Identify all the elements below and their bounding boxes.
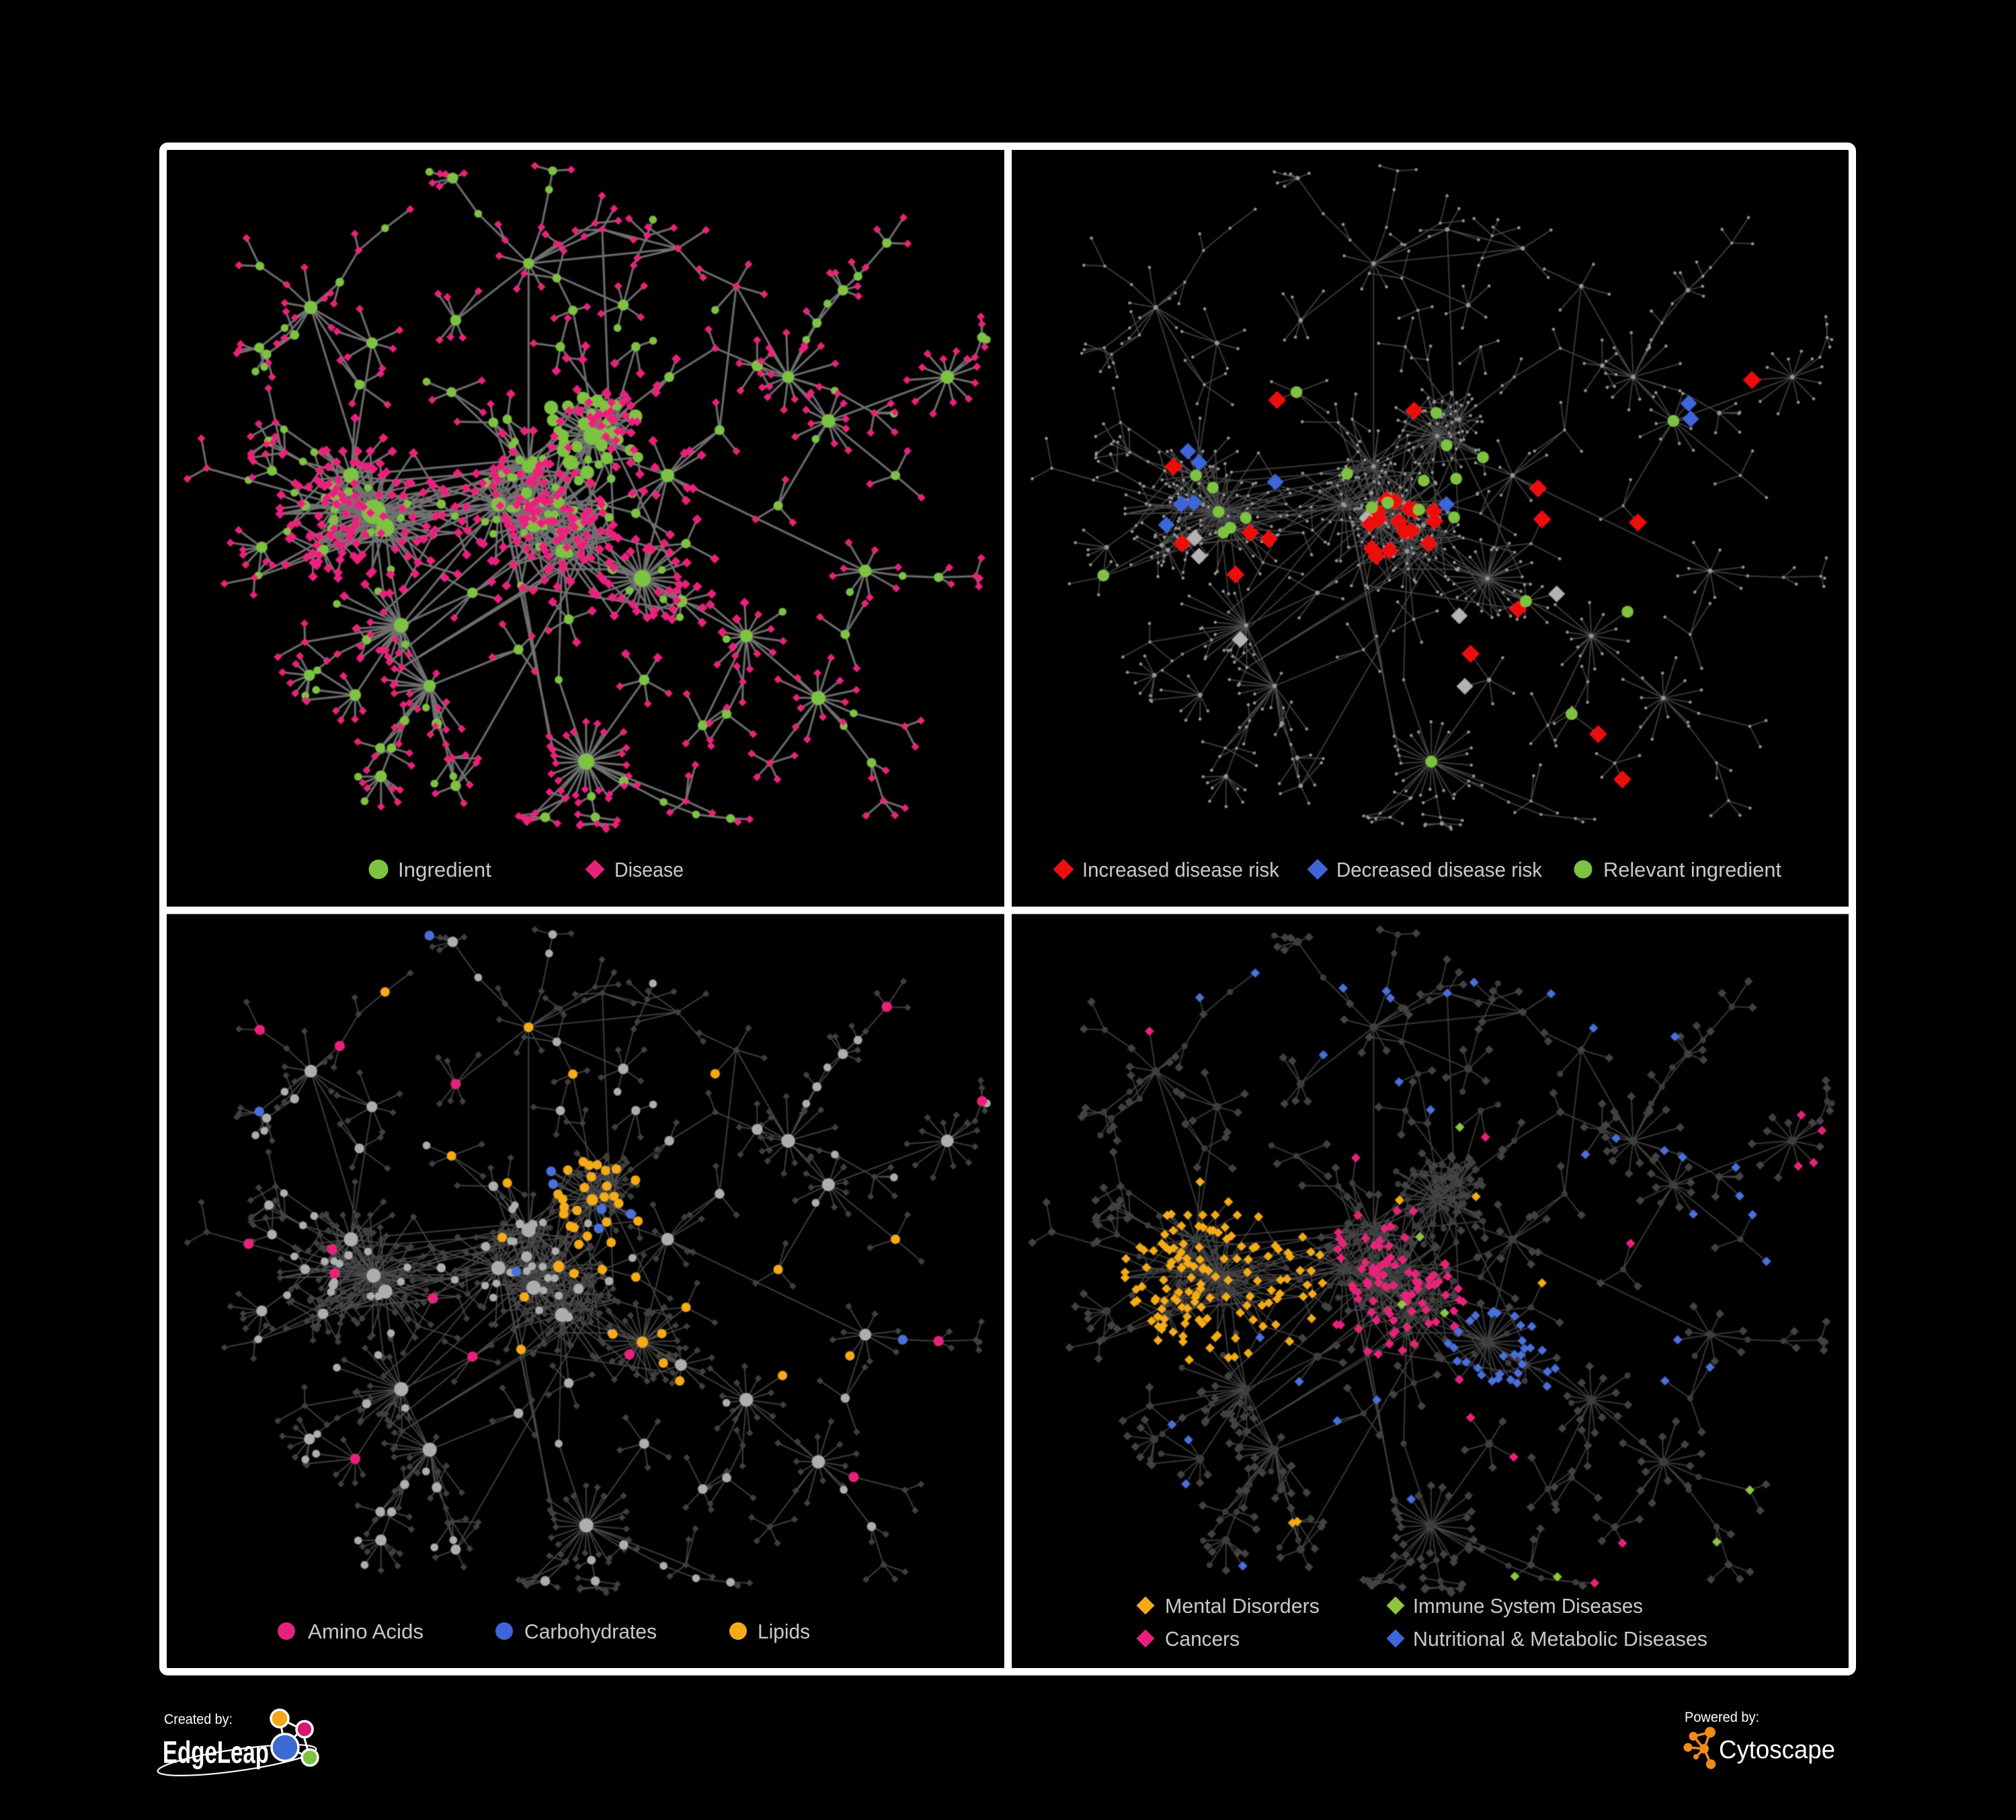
svg-text:Increased disease risk: Increased disease risk (1082, 858, 1279, 881)
svg-text:Amino Acids: Amino Acids (308, 1620, 424, 1643)
svg-text:Lipids: Lipids (758, 1620, 810, 1643)
svg-text:Ingredient: Ingredient (398, 858, 491, 881)
svg-text:Immune System Diseases: Immune System Diseases (1413, 1594, 1643, 1618)
svg-text:Cytoscape: Cytoscape (1719, 1736, 1835, 1764)
svg-text:Carbohydrates: Carbohydrates (524, 1620, 657, 1643)
svg-text:Decreased disease risk: Decreased disease risk (1336, 858, 1542, 881)
svg-text:Relevant ingredient: Relevant ingredient (1603, 858, 1781, 881)
svg-text:Mental Disorders: Mental Disorders (1165, 1594, 1320, 1618)
svg-text:Cancers: Cancers (1165, 1627, 1240, 1651)
svg-text:Powered by:: Powered by: (1685, 1710, 1759, 1725)
svg-text:EdgeLeap: EdgeLeap (163, 1735, 269, 1770)
svg-text:Disease: Disease (614, 858, 684, 881)
svg-text:Created by:: Created by: (164, 1712, 233, 1727)
svg-text:Nutritional & Metabolic Diseas: Nutritional & Metabolic Diseases (1413, 1627, 1707, 1651)
